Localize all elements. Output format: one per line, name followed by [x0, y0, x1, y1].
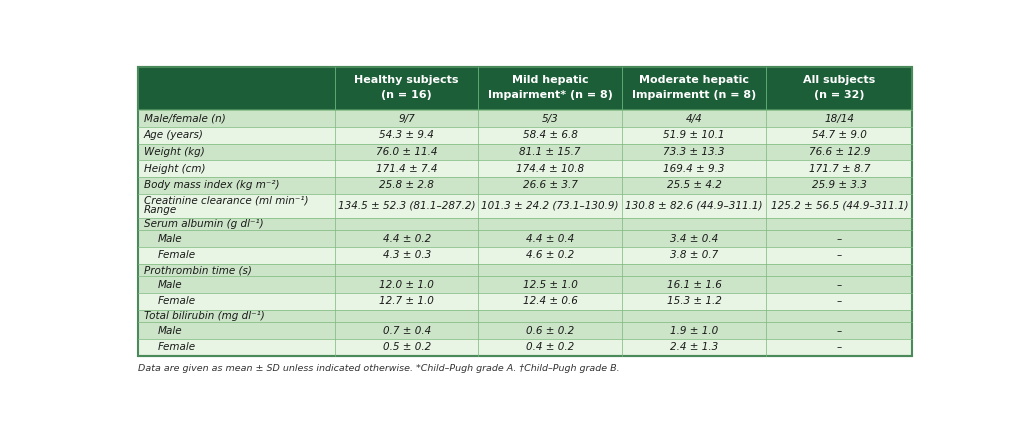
- Text: 1.9 ± 1.0: 1.9 ± 1.0: [670, 326, 718, 336]
- Text: 134.5 ± 52.3 (81.1–287.2): 134.5 ± 52.3 (81.1–287.2): [338, 200, 475, 211]
- Bar: [137, 218, 912, 230]
- Text: (n = 32): (n = 32): [814, 90, 864, 100]
- Bar: [137, 194, 912, 218]
- Text: (n = 16): (n = 16): [381, 90, 432, 100]
- Bar: [137, 110, 912, 127]
- Bar: [137, 322, 912, 339]
- Text: 54.3 ± 9.4: 54.3 ± 9.4: [379, 130, 434, 140]
- Text: 0.7 ± 0.4: 0.7 ± 0.4: [383, 326, 431, 336]
- Text: 76.0 ± 11.4: 76.0 ± 11.4: [376, 147, 437, 157]
- Text: Male: Male: [158, 280, 182, 290]
- Text: Healthy subjects: Healthy subjects: [354, 75, 459, 85]
- Bar: [137, 264, 912, 276]
- Text: Creatinine clearance (ml min⁻¹): Creatinine clearance (ml min⁻¹): [143, 196, 308, 206]
- Text: Male: Male: [158, 326, 182, 336]
- Text: 3.8 ± 0.7: 3.8 ± 0.7: [670, 250, 718, 260]
- Text: 101.3 ± 24.2 (73.1–130.9): 101.3 ± 24.2 (73.1–130.9): [481, 200, 618, 211]
- Text: 15.3 ± 1.2: 15.3 ± 1.2: [667, 296, 722, 307]
- Text: 171.4 ± 7.4: 171.4 ± 7.4: [376, 164, 437, 174]
- Text: Male/female (n): Male/female (n): [143, 113, 225, 124]
- Text: 0.5 ± 0.2: 0.5 ± 0.2: [383, 343, 431, 352]
- Text: 169.4 ± 9.3: 169.4 ± 9.3: [664, 164, 725, 174]
- Text: 0.6 ± 0.2: 0.6 ± 0.2: [526, 326, 574, 336]
- Text: Male: Male: [158, 234, 182, 244]
- Text: 51.9 ± 10.1: 51.9 ± 10.1: [664, 130, 725, 140]
- Text: 25.9 ± 3.3: 25.9 ± 3.3: [812, 180, 866, 191]
- Text: Body mass index (kg m⁻²): Body mass index (kg m⁻²): [143, 180, 280, 191]
- Text: 9/7: 9/7: [398, 113, 415, 124]
- Text: Weight (kg): Weight (kg): [143, 147, 205, 157]
- Text: Range: Range: [143, 205, 177, 215]
- Text: 12.5 ± 1.0: 12.5 ± 1.0: [522, 280, 578, 290]
- Text: Age (years): Age (years): [143, 130, 204, 140]
- Text: 54.7 ± 9.0: 54.7 ± 9.0: [812, 130, 866, 140]
- Text: 25.8 ± 2.8: 25.8 ± 2.8: [379, 180, 434, 191]
- Text: 76.6 ± 12.9: 76.6 ± 12.9: [809, 147, 870, 157]
- Text: Impairment* (n = 8): Impairment* (n = 8): [487, 90, 612, 100]
- Text: Data are given as mean ± SD unless indicated otherwise. *Child–Pugh grade A. †Ch: Data are given as mean ± SD unless indic…: [137, 364, 620, 373]
- Text: Total bilirubin (mg dl⁻¹): Total bilirubin (mg dl⁻¹): [143, 311, 264, 321]
- Text: 0.4 ± 0.2: 0.4 ± 0.2: [526, 343, 574, 352]
- Text: 81.1 ± 15.7: 81.1 ± 15.7: [519, 147, 581, 157]
- Text: 130.8 ± 82.6 (44.9–311.1): 130.8 ± 82.6 (44.9–311.1): [626, 200, 763, 211]
- Text: 26.6 ± 3.7: 26.6 ± 3.7: [522, 180, 578, 191]
- Text: 12.0 ± 1.0: 12.0 ± 1.0: [379, 280, 434, 290]
- Text: –: –: [837, 326, 842, 336]
- Text: Impairmentt (n = 8): Impairmentt (n = 8): [632, 90, 756, 100]
- Text: 4.6 ± 0.2: 4.6 ± 0.2: [526, 250, 574, 260]
- Text: 5/3: 5/3: [542, 113, 558, 124]
- Text: 2.4 ± 1.3: 2.4 ± 1.3: [670, 343, 718, 352]
- Bar: [137, 247, 912, 264]
- Bar: [137, 67, 912, 355]
- Bar: [137, 144, 912, 160]
- Bar: [137, 310, 912, 322]
- Text: –: –: [837, 280, 842, 290]
- Text: Female: Female: [158, 250, 197, 260]
- Text: –: –: [837, 296, 842, 307]
- Text: Serum albumin (g dl⁻¹): Serum albumin (g dl⁻¹): [143, 219, 263, 229]
- Text: Mild hepatic: Mild hepatic: [512, 75, 588, 85]
- Bar: [137, 127, 912, 144]
- Text: 4.3 ± 0.3: 4.3 ± 0.3: [383, 250, 431, 260]
- Text: Height (cm): Height (cm): [143, 164, 206, 174]
- Bar: [137, 230, 912, 247]
- Bar: [137, 293, 912, 310]
- Text: 73.3 ± 13.3: 73.3 ± 13.3: [664, 147, 725, 157]
- Bar: [137, 177, 912, 194]
- Text: 125.2 ± 56.5 (44.9–311.1): 125.2 ± 56.5 (44.9–311.1): [770, 200, 908, 211]
- Text: 18/14: 18/14: [824, 113, 854, 124]
- Bar: [137, 67, 912, 110]
- Text: 4/4: 4/4: [686, 113, 702, 124]
- Text: 58.4 ± 6.8: 58.4 ± 6.8: [522, 130, 578, 140]
- Text: Prothrombin time (s): Prothrombin time (s): [143, 265, 252, 275]
- Text: 174.4 ± 10.8: 174.4 ± 10.8: [516, 164, 584, 174]
- Text: 25.5 ± 4.2: 25.5 ± 4.2: [667, 180, 722, 191]
- Text: –: –: [837, 250, 842, 260]
- Text: –: –: [837, 343, 842, 352]
- Text: –: –: [837, 234, 842, 244]
- Text: 4.4 ± 0.2: 4.4 ± 0.2: [383, 234, 431, 244]
- Text: All subjects: All subjects: [803, 75, 876, 85]
- Text: 3.4 ± 0.4: 3.4 ± 0.4: [670, 234, 718, 244]
- Text: 12.4 ± 0.6: 12.4 ± 0.6: [522, 296, 578, 307]
- Bar: [137, 339, 912, 355]
- Text: Female: Female: [158, 296, 197, 307]
- Bar: [137, 160, 912, 177]
- Text: Female: Female: [158, 343, 197, 352]
- Text: Moderate hepatic: Moderate hepatic: [639, 75, 749, 85]
- Bar: [137, 276, 912, 293]
- Text: 12.7 ± 1.0: 12.7 ± 1.0: [379, 296, 434, 307]
- Text: 16.1 ± 1.6: 16.1 ± 1.6: [667, 280, 722, 290]
- Text: 171.7 ± 8.7: 171.7 ± 8.7: [809, 164, 870, 174]
- Text: 4.4 ± 0.4: 4.4 ± 0.4: [526, 234, 574, 244]
